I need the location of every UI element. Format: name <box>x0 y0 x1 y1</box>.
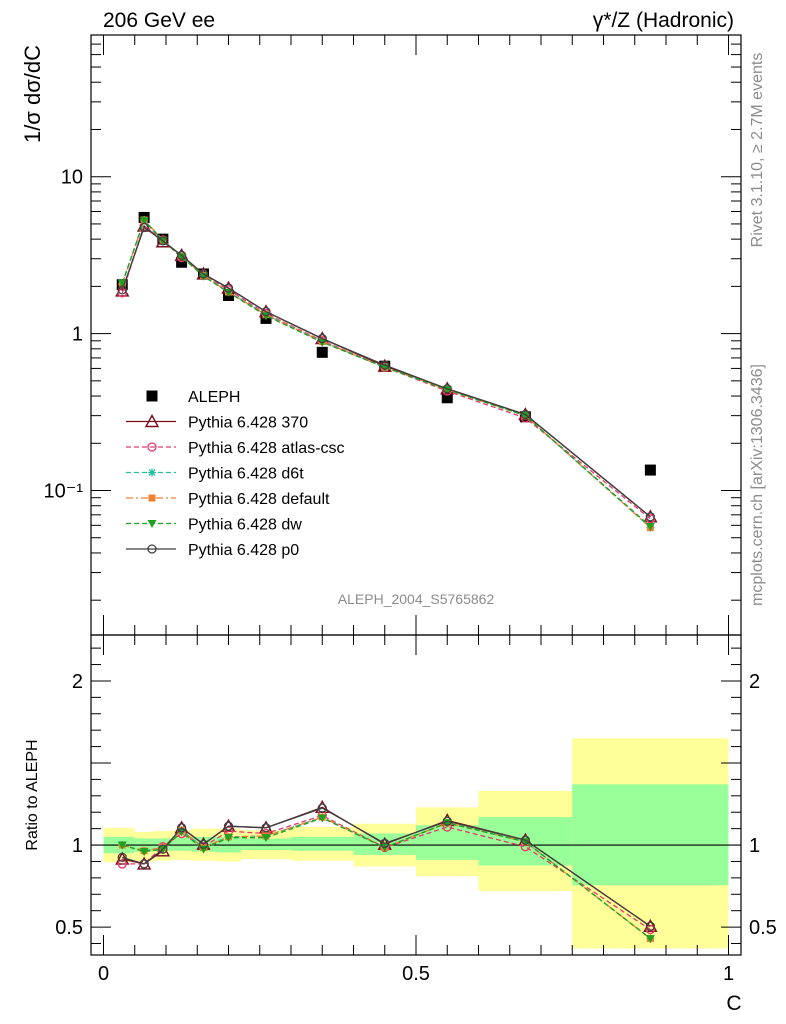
data-point <box>139 859 149 869</box>
data-point <box>139 217 149 226</box>
series-line <box>122 817 651 940</box>
data-point <box>317 333 327 344</box>
data-point <box>317 814 327 823</box>
data-point <box>198 269 209 279</box>
series-line <box>122 816 651 940</box>
legend-label: Pythia 6.428 dw <box>188 517 302 534</box>
data-point <box>316 346 328 358</box>
data-point <box>645 512 656 522</box>
data-point <box>117 279 127 288</box>
ratio-y-tick-label-right: 1 <box>749 835 760 857</box>
legend-label: Pythia 6.428 default <box>188 491 330 508</box>
data-point <box>158 236 168 246</box>
legend-marker <box>144 414 160 428</box>
legend-marker <box>148 494 156 502</box>
data-point <box>176 823 187 833</box>
data-point <box>645 522 655 531</box>
data-point <box>117 841 127 850</box>
legend-entry-pythia-6-428-dw: Pythia 6.428 dw <box>126 517 302 534</box>
data-point <box>520 835 531 845</box>
series-aleph <box>116 211 656 476</box>
ratio-plot-area <box>91 799 741 944</box>
data-point <box>139 222 149 233</box>
legend-label: ALEPH <box>188 389 240 406</box>
ratio-y-tick-label: 1 <box>72 835 83 857</box>
series-pythia-6-428-d6t <box>118 215 655 532</box>
ratio-series-pythia-6-428-p0 <box>117 803 656 931</box>
x-tick-label: 0.5 <box>402 963 430 985</box>
data-point <box>520 838 530 847</box>
legend-entry-aleph: ALEPH <box>146 389 240 406</box>
data-point <box>176 250 187 261</box>
y-tick-label: 10 <box>61 167 83 189</box>
series-pythia-6-428-dw <box>117 217 655 531</box>
legend-label: Pythia 6.428 370 <box>188 415 308 432</box>
inner-band-bin <box>241 838 291 850</box>
data-point <box>645 921 656 931</box>
inner-band-bin <box>572 784 729 886</box>
data-point <box>177 253 187 262</box>
series-pythia-6-428-default <box>118 216 654 532</box>
data-point <box>139 848 149 857</box>
y-tick-label: 1 <box>72 324 83 346</box>
data-point <box>643 918 658 932</box>
data-point <box>261 307 271 317</box>
data-point <box>645 935 655 944</box>
legend-label: Pythia 6.428 atlas-csc <box>188 440 345 457</box>
data-point <box>117 852 127 863</box>
data-point <box>380 838 390 849</box>
header-right-title: γ*/Z (Hadronic) <box>593 9 734 32</box>
data-point <box>317 803 327 813</box>
data-point <box>442 384 452 394</box>
x-tick-label: 0 <box>98 963 109 985</box>
data-point <box>198 839 209 849</box>
legend: ALEPH Pythia 6.428 370 Pythia 6.428 atlas-… <box>126 389 345 559</box>
main-plot-area <box>115 211 658 532</box>
data-point <box>520 409 531 420</box>
inner-band-bin <box>291 836 354 851</box>
data-point <box>223 283 234 293</box>
data-point <box>117 285 127 295</box>
legend-entry-pythia-6-428-atlas-csc: Pythia 6.428 atlas-csc <box>126 440 345 457</box>
axes-frame: 10 1 10⁻¹ 2 2 1 1 0.5 0.5 0 0.5 1 <box>44 34 777 985</box>
ratio-y-tick-label: 2 <box>72 671 83 693</box>
data-point <box>380 360 390 370</box>
data-point <box>644 464 656 476</box>
data-point <box>442 816 452 826</box>
ratio-y-axis-label: Ratio to ALEPH <box>24 739 41 850</box>
data-point <box>158 844 168 854</box>
legend-marker <box>146 390 158 402</box>
legend-entry-pythia-6-428-370: Pythia 6.428 370 <box>126 414 308 432</box>
analysis-id-label: ALEPH_2004_S5765862 <box>338 591 495 607</box>
main-y-axis-label: 1/σ dσ/dC <box>20 45 45 143</box>
legend-marker <box>148 468 156 477</box>
x-axis-label: C <box>726 992 741 1015</box>
data-point <box>261 834 271 843</box>
y-tick-label: 10⁻¹ <box>44 481 84 503</box>
ratio-y-tick-label: 0.5 <box>55 917 83 939</box>
mcplots-citation-label: mcplots.cern.ch [arXiv:1306.3436] <box>749 364 766 606</box>
legend-label: Pythia 6.428 d6t <box>188 466 304 483</box>
header-left-title: 206 GeV ee <box>103 9 215 32</box>
legend-entry-pythia-6-428-d6t: Pythia 6.428 d6t <box>126 466 304 483</box>
series-pythia-6-428-p0 <box>117 222 656 522</box>
legend-entry-pythia-6-428-p0: Pythia 6.428 p0 <box>126 542 299 559</box>
ratio-y-tick-label-right: 2 <box>749 671 760 693</box>
inner-band-bin <box>172 837 191 851</box>
legend-entry-pythia-6-428-default: Pythia 6.428 default <box>126 491 330 508</box>
legend-marker <box>147 520 157 528</box>
rivet-version-label: Rivet 3.1.10, ≥ 2.7M events <box>749 53 766 248</box>
data-point <box>441 392 453 404</box>
data-point <box>224 834 233 843</box>
data-point <box>261 823 271 833</box>
ratio-y-tick-label-right: 0.5 <box>749 917 777 939</box>
data-point <box>117 859 127 869</box>
legend-label: Pythia 6.428 p0 <box>188 542 299 559</box>
data-point <box>223 821 234 831</box>
legend-marker <box>147 544 157 554</box>
legend-marker <box>147 442 157 452</box>
x-tick-label: 1 <box>723 963 734 985</box>
